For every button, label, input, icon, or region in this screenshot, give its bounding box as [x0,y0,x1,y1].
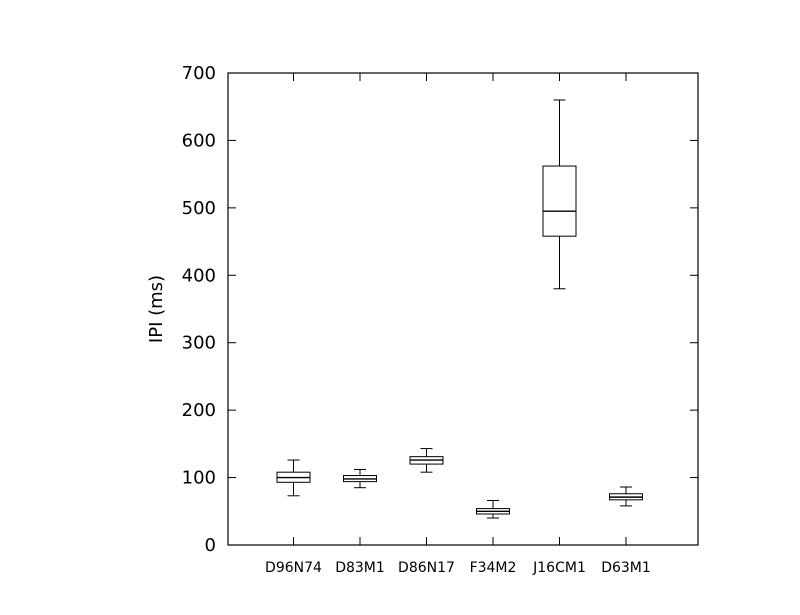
y-tick-label: 600 [182,130,216,151]
box-J16CM1 [542,99,577,290]
y-tick-label: 400 [182,265,216,286]
box-D83M1 [343,468,377,489]
x-tick-label: D86N17 [398,560,455,576]
y-tick-label: 0 [205,535,216,556]
y-tick-label: 200 [182,400,216,421]
box-iqr [542,165,577,237]
x-tick-label: D96N74 [265,560,322,576]
x-axis: D96N74 D83M1 D86N17 F34M2 J16CM1 D63M1 [265,73,651,576]
y-tick-label: 300 [182,333,216,354]
box-F34M2 [476,499,510,519]
y-axis: 0 100 200 300 400 500 600 700 [182,63,698,556]
x-tick-label: D63M1 [601,560,651,576]
box-D63M1 [609,486,643,507]
box-series [276,99,643,519]
y-axis-label: IPI (ms) [146,275,167,343]
x-tick-label: J16CM1 [532,560,586,576]
box-D86N17 [409,448,444,473]
y-tick-label: 500 [182,198,216,219]
y-tick-label: 700 [182,63,216,84]
x-tick-label: F34M2 [470,560,517,576]
plot-frame [227,72,699,546]
box-D96N74 [276,459,311,497]
x-tick-label: D83M1 [335,560,385,576]
y-tick-label: 100 [182,468,216,489]
